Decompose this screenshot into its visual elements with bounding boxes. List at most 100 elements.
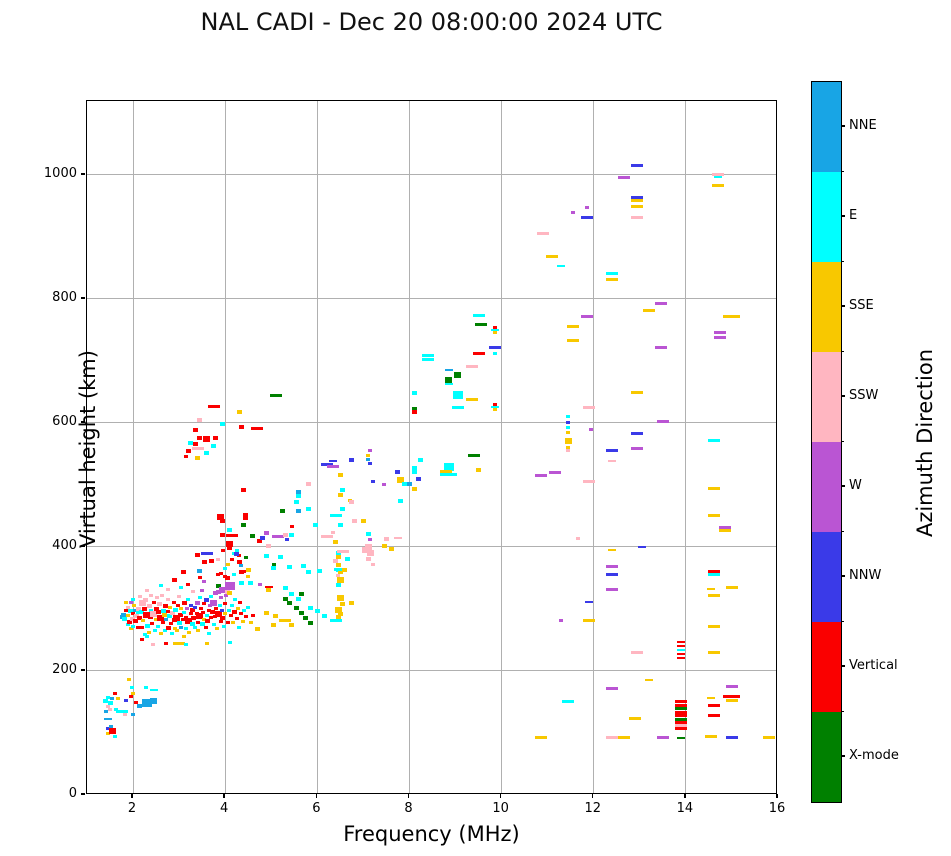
- echo-point: [222, 624, 227, 628]
- gridline-y-200: [87, 670, 776, 672]
- echo-point: [340, 601, 346, 606]
- echo-point: [179, 626, 184, 630]
- echo-point: [421, 354, 434, 358]
- echo-point: [214, 627, 219, 631]
- echo-point: [232, 573, 237, 577]
- echo-point: [289, 592, 295, 597]
- x-tickmark-12: [591, 794, 594, 798]
- echo-point: [411, 487, 417, 492]
- echo-point: [184, 615, 189, 619]
- gridline-x-6: [316, 101, 318, 793]
- echo-point: [631, 198, 644, 202]
- colorbar-label-sse: SSE: [849, 298, 874, 313]
- echo-point: [145, 624, 151, 629]
- echo-point: [492, 403, 497, 407]
- echo-point: [155, 596, 160, 600]
- echo-point: [492, 325, 497, 329]
- echo-point: [349, 600, 355, 605]
- gridline-x-14: [685, 101, 687, 793]
- echo-point: [129, 686, 134, 690]
- echo-point: [135, 610, 140, 614]
- echo-point: [168, 621, 173, 625]
- echo-point: [227, 640, 232, 644]
- echo-point: [629, 717, 642, 721]
- echo-point: [631, 195, 644, 199]
- echo-point: [124, 601, 129, 605]
- echo-point: [160, 608, 166, 613]
- echo-point: [243, 555, 248, 559]
- echo-point: [723, 694, 741, 698]
- echo-point: [707, 570, 720, 574]
- echo-point: [162, 603, 168, 608]
- echo-point: [128, 609, 134, 614]
- echo-point: [220, 532, 226, 537]
- echo-point: [364, 543, 372, 550]
- echo-point: [366, 453, 370, 457]
- echo-point: [164, 642, 169, 646]
- echo-point: [335, 562, 341, 567]
- azimuth-colorbar: [811, 81, 842, 803]
- echo-point: [388, 547, 394, 552]
- echo-point: [197, 596, 202, 600]
- y-tickmark-800: [81, 297, 85, 299]
- echo-point: [194, 611, 199, 615]
- echo-point: [131, 624, 136, 628]
- x-tickmark-4: [223, 794, 225, 798]
- echo-point: [121, 612, 127, 617]
- echo-point: [126, 613, 131, 617]
- echo-point: [149, 608, 154, 612]
- echo-point: [227, 591, 233, 596]
- colorbar-boundary-tick: [841, 170, 844, 172]
- echo-point: [225, 621, 230, 625]
- echo-point: [214, 610, 222, 617]
- echo-point: [128, 601, 133, 605]
- echo-point: [185, 449, 191, 454]
- echo-point: [187, 631, 192, 634]
- echo-point: [107, 701, 113, 706]
- echo-point: [334, 606, 342, 613]
- echo-point: [142, 606, 148, 611]
- echo-point: [196, 629, 201, 633]
- gridline-y-1000: [87, 174, 776, 176]
- y-tickmark-600: [81, 421, 85, 423]
- echo-point: [305, 570, 311, 575]
- echo-point: [606, 573, 619, 577]
- colorbar-tick-w: [841, 485, 845, 487]
- echo-point: [226, 609, 231, 613]
- echo-point: [241, 522, 247, 527]
- echo-point: [131, 612, 136, 616]
- echo-point: [606, 588, 619, 592]
- echo-point: [548, 470, 561, 474]
- echo-point: [108, 724, 113, 728]
- echo-point: [128, 627, 133, 631]
- echo-point: [170, 632, 175, 636]
- echo-point: [219, 587, 227, 594]
- echo-point: [182, 600, 188, 605]
- echo-point: [243, 614, 248, 618]
- echo-point: [122, 712, 127, 716]
- echo-point: [675, 727, 688, 731]
- echo-point: [675, 717, 688, 721]
- echo-point: [137, 703, 143, 708]
- echo-point: [287, 601, 293, 606]
- echo-point: [294, 499, 300, 504]
- echo-point: [193, 606, 198, 610]
- x-ticklabel-6: 6: [312, 801, 321, 816]
- echo-point: [303, 615, 309, 620]
- echo-point: [714, 336, 727, 340]
- echo-point: [128, 694, 133, 698]
- echo-point: [223, 575, 228, 579]
- gridline-x-8: [408, 101, 410, 793]
- echo-point: [296, 597, 302, 602]
- echo-point: [186, 598, 191, 602]
- echo-point: [337, 472, 343, 477]
- colorbar-segment-nnw: [812, 532, 841, 622]
- echo-point: [149, 593, 154, 597]
- echo-point: [184, 455, 189, 459]
- echo-point: [197, 569, 203, 574]
- echo-point: [327, 464, 340, 468]
- echo-point: [203, 436, 211, 442]
- echo-point: [207, 405, 220, 409]
- echo-point: [211, 444, 217, 449]
- echo-point: [143, 685, 148, 689]
